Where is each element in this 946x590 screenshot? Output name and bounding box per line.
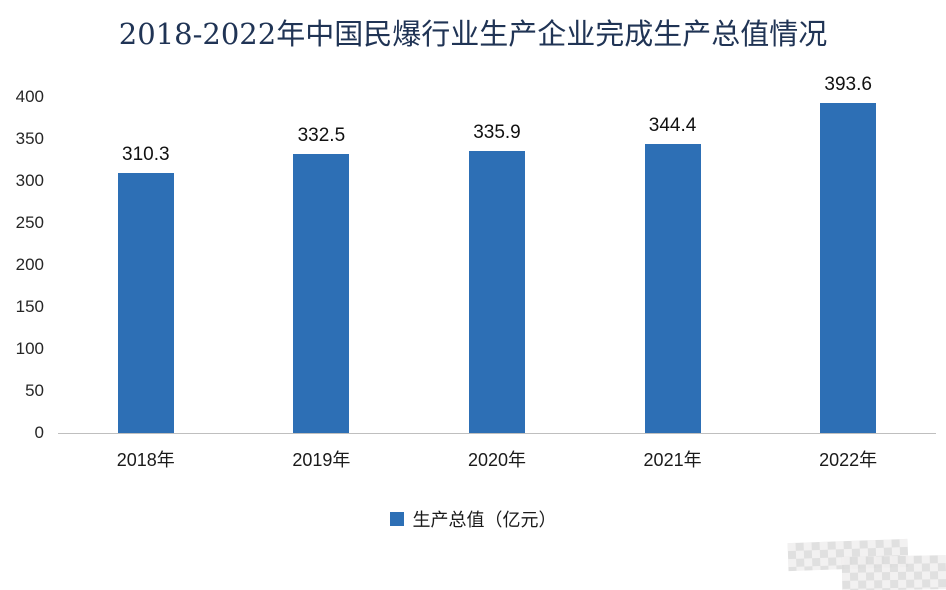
bar — [644, 143, 701, 434]
bar — [468, 151, 525, 434]
legend-swatch-icon — [389, 512, 404, 527]
bar-value-label: 310.3 — [122, 143, 170, 165]
x-axis-label: 2022年 — [819, 450, 878, 471]
bar-column: 310.3 — [58, 97, 234, 434]
x-axis-row: 2018年 2019年 2020年 2021年 2022年 — [58, 434, 946, 472]
x-axis-label: 2021年 — [643, 450, 702, 471]
y-tick-label: 150 — [15, 297, 44, 317]
x-axis-label: 2018年 — [116, 450, 175, 471]
bar-value-label: 344.4 — [648, 114, 697, 136]
legend: 生产总值（亿元） — [0, 506, 946, 532]
bar — [117, 172, 174, 434]
x-axis-label: 2020年 — [467, 450, 526, 471]
bar-column: 344.4 — [585, 97, 761, 434]
y-axis: 0 50 100 150 200 250 300 350 400 — [0, 87, 58, 442]
y-tick-label: 0 — [34, 423, 44, 443]
plot-area: 310.3 332.5 335.9 344.4 393.6 — [58, 74, 936, 435]
y-tick-label: 300 — [15, 171, 44, 191]
bar-column: 393.6 — [760, 74, 936, 434]
bar-value-label: 393.6 — [824, 73, 872, 95]
chart-title: 2018-2022年中国民爆行业生产企业完成生产总值情况 — [118, 17, 828, 51]
y-tick-label: 350 — [15, 129, 44, 149]
chart-area: 0 50 100 150 200 250 300 350 400 310.3 332.5 335.9… — [0, 74, 946, 442]
watermark-mosaic — [841, 555, 946, 590]
bar-value-label: 332.5 — [297, 124, 346, 146]
y-tick-label: 200 — [15, 255, 44, 275]
bars-row: 310.3 332.5 335.9 344.4 393.6 — [58, 74, 936, 434]
bar-column: 332.5 — [234, 97, 410, 434]
y-tick-label: 50 — [25, 381, 44, 401]
bar — [820, 102, 877, 434]
legend-label: 生产总值（亿元） — [412, 510, 557, 531]
bar — [293, 153, 350, 434]
y-tick-label: 250 — [15, 213, 44, 233]
bar-value-label: 335.9 — [473, 122, 521, 144]
bar-column: 335.9 — [409, 97, 585, 434]
y-tick-label: 100 — [15, 339, 44, 359]
x-axis-label: 2019年 — [292, 450, 351, 471]
y-tick-label: 400 — [15, 87, 44, 107]
